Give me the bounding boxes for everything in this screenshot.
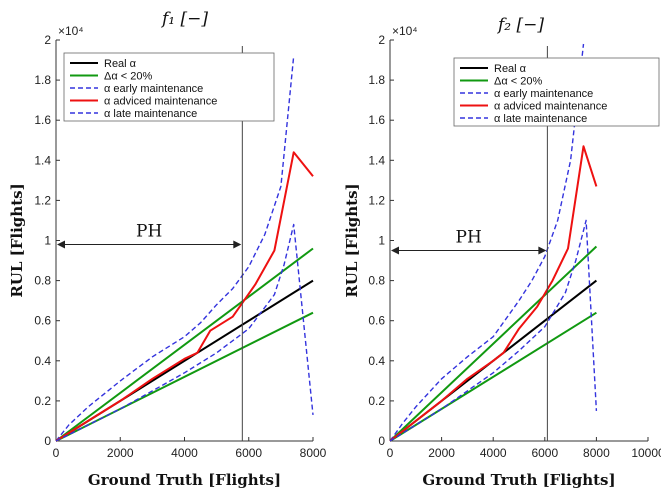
ph-arrow-head-left (391, 247, 399, 255)
legend-label: Δα < 20% (494, 76, 542, 88)
y-tick-label: 0.8 (34, 274, 51, 288)
chart-left: 0 2000 4000 6000 8000 0 0.2 0.4 0.6 0.8 1 1.2 1.4 1.6… (8, 9, 327, 489)
x-tick-label: 6000 (531, 446, 558, 460)
y-axis-label: RUL [Flights] (8, 183, 26, 297)
x-tick-label: 0 (387, 446, 394, 460)
y-tick-label: 2 (378, 33, 385, 47)
legend-label: Real α (494, 63, 527, 75)
ph-arrow-head-right (538, 247, 546, 255)
legend-label: α early maintenance (494, 88, 593, 100)
legend-label: α early maintenance (104, 83, 203, 95)
chart-title: f₁ [−] (160, 9, 208, 29)
legend-label: α adviced maintenance (494, 101, 607, 113)
ph-label: PH (136, 222, 162, 242)
y-multiplier: ×10⁴ (58, 24, 84, 38)
y-tick-label: 1 (378, 234, 385, 248)
y-tick-label: 0.2 (34, 394, 51, 408)
y-tick-label: 1.2 (368, 193, 385, 207)
legend-label: α late maintenance (494, 113, 587, 125)
y-tick-label: 0.8 (368, 274, 385, 288)
y-tick-label: 1 (44, 234, 51, 248)
x-tick-label: 2000 (107, 446, 134, 460)
x-tick-label: 0 (53, 446, 60, 460)
y-tick-label: 1.4 (368, 153, 385, 167)
x-axis-label: Ground Truth [Flights] (422, 471, 615, 489)
y-tick-label: 1.6 (368, 113, 385, 127)
y-tick-label: 0.2 (368, 394, 385, 408)
y-tick-label: 1.2 (34, 193, 51, 207)
y-tick-label: 0 (378, 434, 385, 448)
y-multiplier: ×10⁴ (392, 24, 418, 38)
ph-label: PH (456, 228, 482, 248)
legend-label: α adviced maintenance (104, 96, 217, 108)
y-tick-label: 0.6 (368, 314, 385, 328)
series-line-4 (56, 152, 313, 441)
y-tick-label: 1.6 (34, 113, 51, 127)
legend-label: Real α (104, 58, 137, 70)
series-line-4 (390, 146, 596, 441)
x-tick-label: 4000 (171, 446, 198, 460)
y-tick-label: 1.8 (368, 73, 385, 87)
y-tick-label: 0.4 (368, 354, 385, 368)
x-tick-label: 4000 (480, 446, 507, 460)
x-tick-label: 8000 (300, 446, 327, 460)
y-tick-label: 1.4 (34, 153, 51, 167)
y-axis-label: RUL [Flights] (343, 183, 361, 297)
ph-arrow-head-left (57, 241, 65, 249)
ph-arrow-head-right (233, 241, 241, 249)
y-tick-label: 0.4 (34, 354, 51, 368)
legend-label: α late maintenance (104, 108, 197, 120)
y-tick-label: 0.6 (34, 314, 51, 328)
x-tick-label: 2000 (428, 446, 455, 460)
y-tick-label: 0 (44, 434, 51, 448)
chart-title: f₂ [−] (496, 15, 544, 35)
series-line-1 (390, 247, 596, 442)
series-line-1 (56, 249, 313, 442)
y-tick-label: 2 (44, 33, 51, 47)
x-axis-label: Ground Truth [Flights] (88, 471, 281, 489)
y-tick-label: 1.8 (34, 73, 51, 87)
x-tick-label: 8000 (583, 446, 610, 460)
x-tick-label: 6000 (235, 446, 262, 460)
legend-label: Δα < 20% (104, 71, 152, 83)
